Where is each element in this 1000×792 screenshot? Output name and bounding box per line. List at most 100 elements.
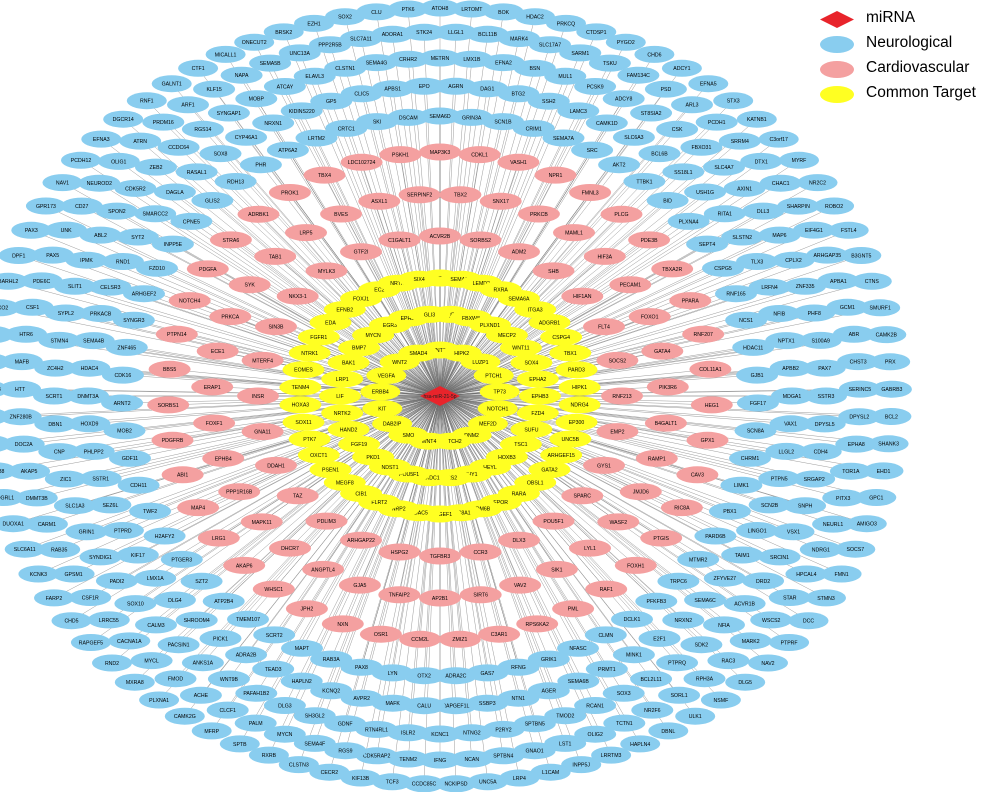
neurological-node-csk[interactable]: CSK	[656, 120, 699, 138]
cardiovascular-node-prkcb[interactable]: PRKCB	[517, 205, 560, 223]
neurological-node-pygo2[interactable]: PYGO2	[605, 33, 646, 51]
neurological-node-ppp2r5b[interactable]: PPP2R5B	[309, 36, 351, 54]
neurological-node-p2ry2[interactable]: P2RY2	[482, 720, 525, 738]
neurological-node-phlpp2[interactable]: PHLPP2	[72, 442, 115, 460]
neurological-node-scrt1[interactable]: SCRT1	[33, 387, 75, 405]
common-target-node-adgrb1[interactable]: ADGRB1	[528, 313, 571, 331]
neurological-node-znf335[interactable]: ZNF335	[784, 277, 827, 295]
neurological-node-mfrp[interactable]: MFRP	[191, 722, 232, 740]
neurological-node-pax7[interactable]: PAX7	[803, 359, 846, 377]
neurological-node-sema6c[interactable]: SEMA6C	[684, 591, 727, 609]
common-target-node-kit[interactable]: KIT	[362, 400, 403, 418]
neurological-node-bid[interactable]: BID	[646, 192, 689, 209]
neurological-node-cyp46a1[interactable]: CYP46A1	[225, 128, 268, 146]
neurological-node-camk2b[interactable]: CAMK2B	[866, 326, 907, 344]
common-target-node-unc5b[interactable]: UNC5B	[549, 430, 592, 448]
cardiovascular-node-rnf207[interactable]: RNF207	[682, 325, 725, 343]
common-target-node-ep300[interactable]: EP300	[555, 413, 598, 431]
neurological-node-rcan1[interactable]: RCAN1	[574, 697, 617, 714]
neurological-node-clmn[interactable]: CLMN	[584, 626, 627, 644]
cardiovascular-node-ppara[interactable]: PPARA	[669, 292, 712, 310]
common-target-node-nrtk2[interactable]: NRTK2	[321, 404, 364, 422]
neurological-node-dlg4[interactable]: DLG4	[153, 591, 196, 609]
neurological-node-rab3a[interactable]: RAB3A	[310, 650, 353, 668]
neurological-node-fzd10[interactable]: FZD10	[136, 259, 178, 277]
cardiovascular-node-ramp1[interactable]: RAMP1	[635, 449, 678, 467]
neurological-node-clstn1[interactable]: CLSTN1	[324, 59, 367, 77]
neurological-node-ipmk[interactable]: IPMK	[65, 251, 108, 269]
neurological-node-mobp[interactable]: MOBP	[235, 90, 278, 108]
neurological-node-stmn3[interactable]: STMN3	[806, 589, 846, 607]
cardiovascular-node-gna11[interactable]: GNA11	[241, 423, 284, 441]
neurological-node-fgf17[interactable]: FGF17	[736, 394, 779, 412]
neurological-node-grik1[interactable]: GRIK1	[527, 650, 570, 668]
cardiovascular-node-snx17[interactable]: SNX17	[479, 192, 522, 210]
common-target-node-hipk1[interactable]: HIPK1	[558, 378, 601, 396]
neurological-node-ssh2[interactable]: SSH2	[527, 92, 570, 110]
cardiovascular-node-rps6ka2[interactable]: RPS6KA2	[516, 615, 559, 633]
common-target-node-fgfr1[interactable]: FGFR1	[297, 328, 340, 346]
neurological-node-llgl2[interactable]: LLGL2	[765, 442, 808, 460]
neurological-node-dll3[interactable]: DLL3	[742, 202, 785, 220]
neurological-node-pde6c[interactable]: PDE6C	[20, 272, 63, 290]
common-target-node-tenm4[interactable]: TENM4	[279, 378, 322, 396]
neurological-node-amigo3[interactable]: AMIGO3	[846, 515, 887, 533]
common-target-node-hoxa3[interactable]: HOXA3	[279, 396, 322, 414]
cardiovascular-node-tbx2[interactable]: TBX2	[439, 186, 482, 204]
neurological-node-calu[interactable]: CALU	[403, 697, 446, 715]
neurological-node-kif17[interactable]: KIF17	[116, 546, 159, 564]
cardiovascular-node-jph2[interactable]: JPH2	[285, 600, 328, 618]
neurological-node-e2f1[interactable]: E2F1	[638, 629, 681, 647]
neurological-node-sema6d[interactable]: SEMA6D	[419, 107, 461, 125]
neurological-node-tnik[interactable]: TNIK	[0, 435, 12, 452]
cardiovascular-node-c1galt1[interactable]: C1GALT1	[378, 231, 421, 249]
neurological-node-spon2[interactable]: SPON2	[95, 202, 138, 220]
cardiovascular-node-tgfbr3[interactable]: TGFBR3	[419, 547, 461, 565]
neurological-node-fbxo2[interactable]: FBXO2	[0, 299, 20, 317]
neurological-node-pacsin1[interactable]: PACSIN1	[157, 636, 200, 654]
neurological-node-ulk1[interactable]: ULK1	[675, 707, 716, 725]
cardiovascular-node-nkx3-1[interactable]: NKX3-1	[276, 287, 319, 305]
neurological-node-ss18l1[interactable]: SS18L1	[662, 163, 705, 181]
neurological-node-csf1r[interactable]: CSF1R	[69, 589, 112, 606]
neurological-node-psd[interactable]: PSD	[644, 80, 687, 98]
neurological-node-katnb1[interactable]: KATNB1	[736, 110, 777, 128]
neurological-node-htr6[interactable]: HTR6	[5, 325, 48, 343]
neurological-node-bok[interactable]: BOK	[483, 3, 524, 21]
cardiovascular-node-hspg2[interactable]: HSPG2	[378, 543, 421, 561]
neurological-node-kcnq2[interactable]: KCNQ2	[310, 682, 353, 700]
common-target-node-ptk7[interactable]: PTK7	[288, 430, 331, 448]
neurological-node-ptprq[interactable]: PTPRQ	[656, 654, 699, 672]
neurological-node-pafah1b2[interactable]: PAFAH1B2	[235, 684, 278, 702]
neurological-node-plxna1[interactable]: PLXNA1	[139, 691, 180, 709]
neurological-node-slstn2[interactable]: SLSTN2	[721, 228, 764, 246]
neurological-node-clu[interactable]: CLU	[356, 3, 397, 21]
neurological-node-adra2b[interactable]: ADRA2B	[225, 646, 268, 664]
cardiovascular-node-serpinf2[interactable]: SERPINF2	[398, 186, 441, 204]
common-target-node-tsc1[interactable]: TSC1	[499, 435, 542, 453]
cardiovascular-node-tbxa2r[interactable]: TBXA2R	[651, 260, 694, 278]
neurological-node-ehd1[interactable]: EHD1	[863, 462, 904, 480]
neurological-node-ncdn[interactable]: NCDN	[0, 353, 10, 370]
cardiovascular-node-ldc102724[interactable]: LDC102724	[340, 153, 383, 171]
neurological-node-ptk6[interactable]: PTK6	[388, 0, 429, 18]
neurological-node-palm[interactable]: PALM	[234, 714, 277, 732]
cardiovascular-node-adm2[interactable]: ADM2	[498, 243, 540, 261]
neurological-node-wscs2[interactable]: WSCS2	[750, 611, 793, 629]
cardiovascular-node-lrp5[interactable]: LRP5	[285, 224, 327, 242]
neurological-node-dtx1[interactable]: DTX1	[740, 152, 783, 170]
neurological-node-agrn[interactable]: AGRN	[434, 77, 477, 95]
neurological-node-unc13a[interactable]: UNC13A	[278, 44, 321, 62]
neurological-node-rnd1[interactable]: RND1	[101, 253, 144, 270]
neurological-node-sorl1[interactable]: SORL1	[658, 686, 701, 704]
neurological-node-islr2[interactable]: ISLR2	[387, 724, 430, 742]
common-target-node-tp73[interactable]: TP73	[479, 383, 520, 401]
neurological-node-adcy8[interactable]: ADCY8	[602, 90, 645, 108]
neurological-node-arhgef2[interactable]: ARHGEF2	[123, 285, 165, 303]
common-target-node-bak1[interactable]: BAK1	[327, 354, 370, 372]
cardiovascular-node-pecam1[interactable]: PECAM1	[609, 276, 652, 294]
neurological-node-cdk5r2[interactable]: CDK5R2	[114, 179, 157, 197]
neurological-node-llgl1[interactable]: LLGL1	[434, 23, 477, 41]
neurological-node-neurl1[interactable]: NEURL1	[812, 515, 855, 533]
neurological-node-metrn[interactable]: METRN	[419, 49, 461, 67]
